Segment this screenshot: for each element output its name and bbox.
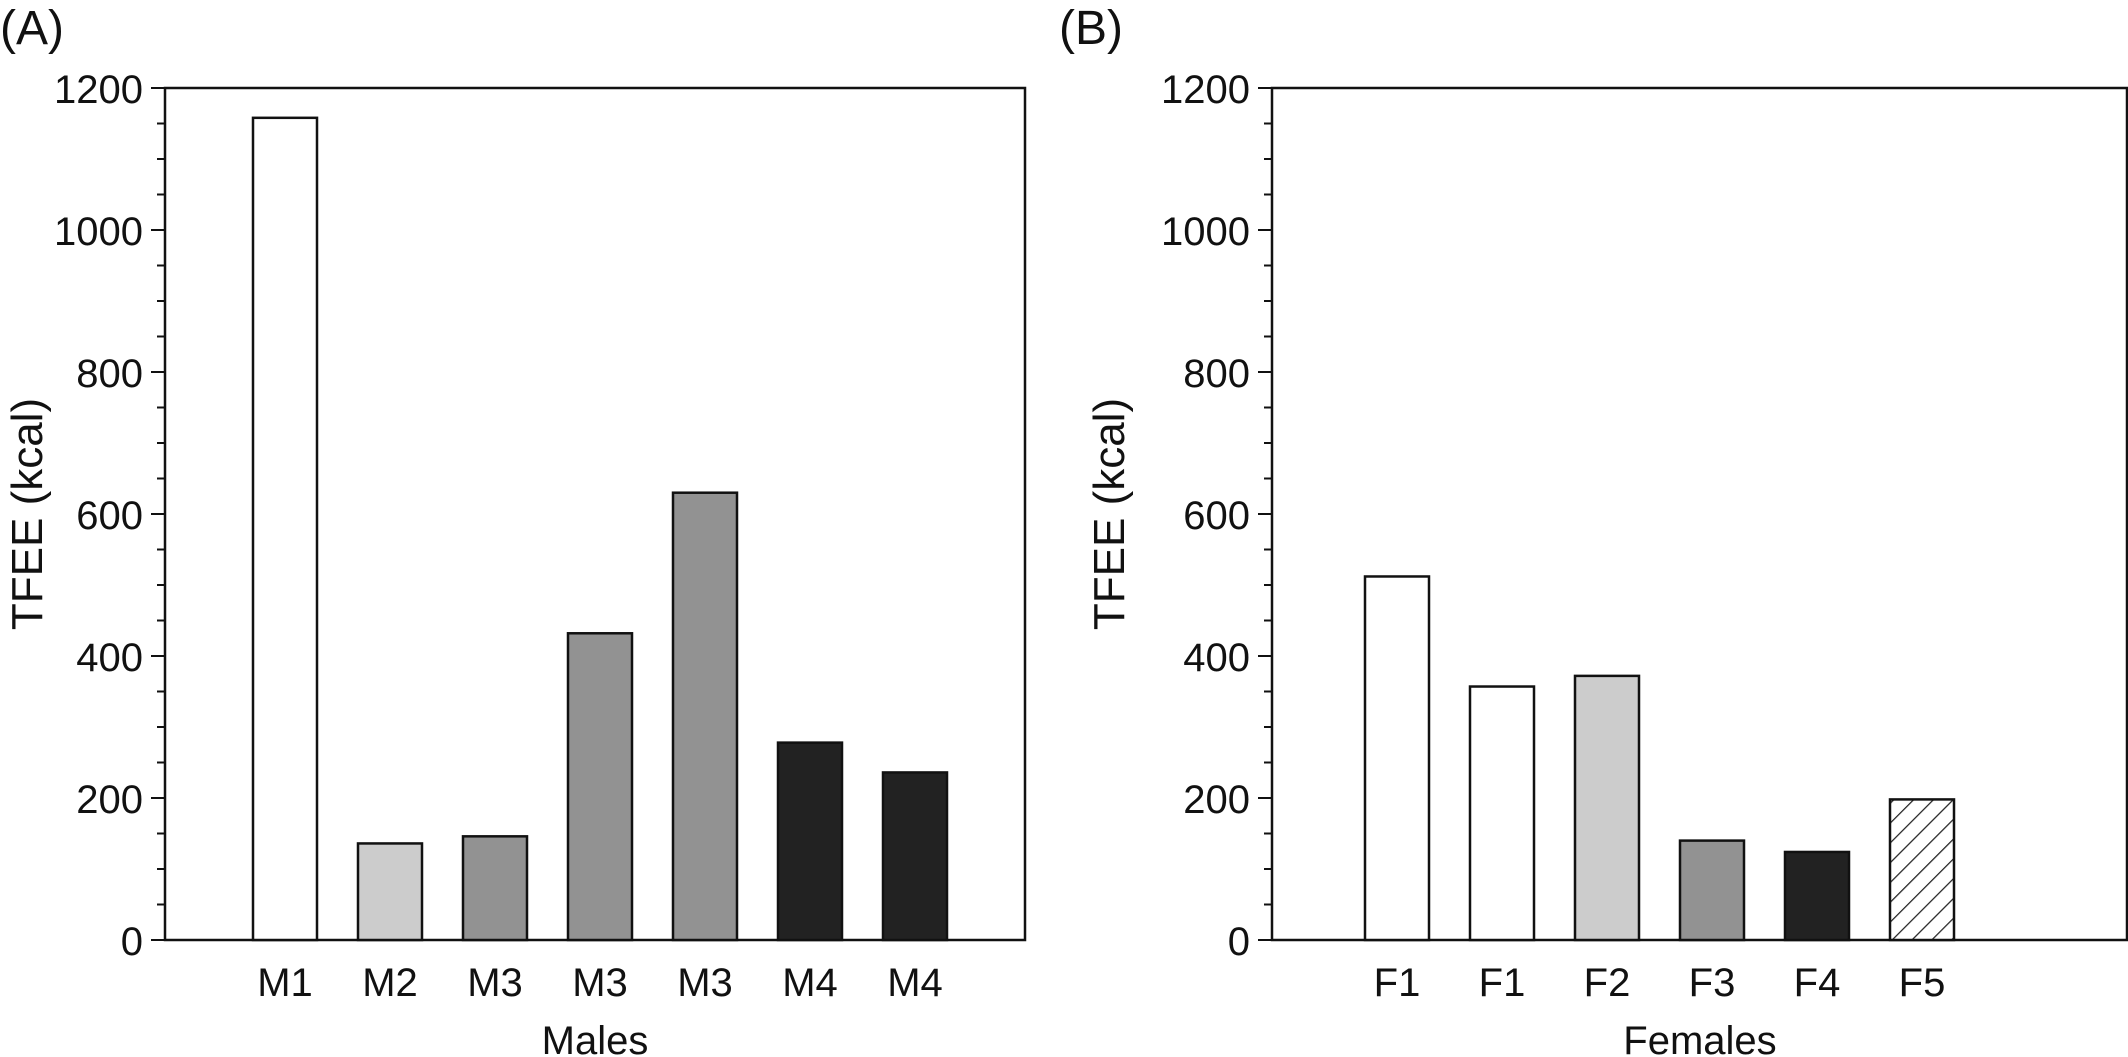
y-tick-label: 200 bbox=[1183, 778, 1250, 822]
bar-m4 bbox=[776, 741, 844, 942]
panel-a-y-axis-title: TFEE (kcal) bbox=[3, 398, 52, 630]
x-tick-label: M3 bbox=[572, 961, 628, 1005]
y-tick-label: 800 bbox=[76, 352, 143, 396]
y-tick-label: 200 bbox=[76, 778, 143, 822]
panel-b-x-axis-title: Females bbox=[1623, 1019, 1776, 1057]
bar-m3 bbox=[566, 632, 634, 942]
bar-f3 bbox=[1678, 839, 1746, 942]
bar-f4 bbox=[1783, 850, 1851, 942]
y-tick-label: 0 bbox=[121, 920, 143, 964]
y-tick-label: 400 bbox=[76, 636, 143, 680]
bar-m2 bbox=[356, 842, 424, 942]
x-tick-label: M2 bbox=[362, 961, 418, 1005]
bar-f1 bbox=[1468, 685, 1536, 942]
y-tick-label: 800 bbox=[1183, 352, 1250, 396]
y-tick-label: 1200 bbox=[1161, 68, 1250, 112]
panel-a-label: (A) bbox=[0, 2, 64, 55]
y-tick-label: 600 bbox=[1183, 494, 1250, 538]
x-tick-label: F5 bbox=[1899, 961, 1946, 1005]
x-tick-label: F4 bbox=[1794, 961, 1841, 1005]
bar-m1 bbox=[251, 116, 319, 942]
x-tick-label: F1 bbox=[1479, 961, 1526, 1005]
x-tick-label: M3 bbox=[677, 961, 733, 1005]
x-tick-label: M4 bbox=[782, 961, 838, 1005]
y-tick-label: 400 bbox=[1183, 636, 1250, 680]
panel-b-y-axis-title: TFEE (kcal) bbox=[1085, 398, 1134, 630]
bar-m4 bbox=[881, 771, 949, 942]
y-tick-label: 1200 bbox=[54, 68, 143, 112]
y-tick-label: 1000 bbox=[54, 210, 143, 254]
y-tick-label: 600 bbox=[76, 494, 143, 538]
bar-f2 bbox=[1573, 674, 1641, 942]
panel-b-x-tick-labels: F1 F1 F2 F3 F4 F5 bbox=[1374, 961, 1946, 1005]
panel-a: (A) 0 200 400 600 800 1000 1200 M1 M2 M3 M3 M3 M4 M4… bbox=[0, 2, 1027, 1057]
y-tick-label: 0 bbox=[1228, 920, 1250, 964]
panel-a-y-axis: 0 200 400 600 800 1000 1200 bbox=[54, 68, 165, 964]
bar-f5 bbox=[1888, 798, 1956, 942]
bar-f1 bbox=[1363, 575, 1431, 942]
bar-m3 bbox=[461, 835, 529, 942]
x-tick-label: F2 bbox=[1584, 961, 1631, 1005]
panel-a-x-tick-labels: M1 M2 M3 M3 M3 M4 M4 bbox=[257, 961, 943, 1005]
y-tick-label: 1000 bbox=[1161, 210, 1250, 254]
panel-b-bars bbox=[1363, 575, 1956, 942]
bar-m3 bbox=[671, 491, 739, 942]
x-tick-label: F3 bbox=[1689, 961, 1736, 1005]
panel-a-bars bbox=[251, 116, 949, 942]
x-tick-label: M3 bbox=[467, 961, 523, 1005]
panel-a-x-axis-title: Males bbox=[542, 1019, 649, 1057]
x-tick-label: M1 bbox=[257, 961, 313, 1005]
x-tick-label: F1 bbox=[1374, 961, 1421, 1005]
x-tick-label: M4 bbox=[887, 961, 943, 1005]
panel-b-y-axis: 0 200 400 600 800 1000 1200 bbox=[1161, 68, 1272, 964]
panel-b: (B) 0 200 400 600 800 1000 1200 F1 F1 F2 F3 F4 F5 F… bbox=[1059, 2, 2128, 1057]
panel-b-label: (B) bbox=[1059, 2, 1123, 55]
